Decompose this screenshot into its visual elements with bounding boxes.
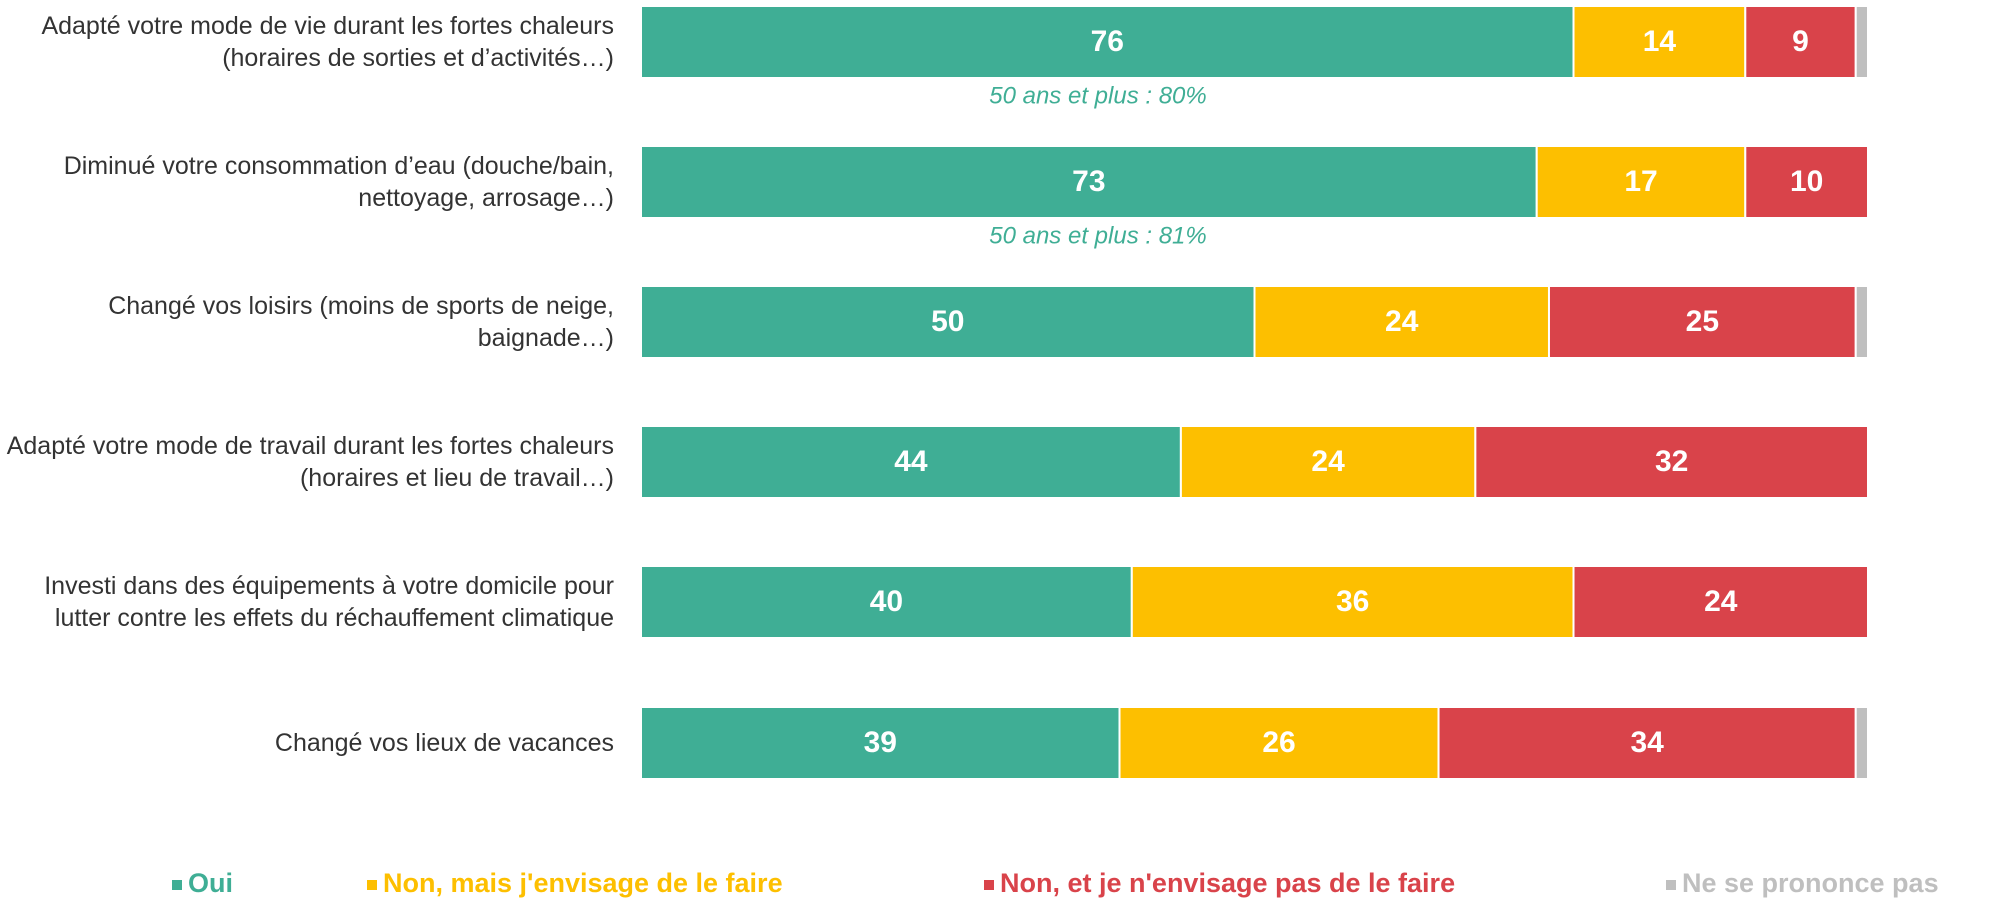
legend-swatch — [172, 880, 182, 890]
value-label: 39 — [864, 726, 897, 759]
value-label: 25 — [1686, 305, 1719, 338]
bar-segment — [1547, 285, 1857, 359]
annotation: 50 ans et plus : 81% — [989, 222, 1206, 249]
category-label: Changé vos lieux de vacances — [274, 729, 614, 757]
bar-segment — [640, 706, 1121, 780]
value-label: 40 — [870, 585, 903, 618]
value-label: 24 — [1311, 445, 1345, 478]
bar-segment — [640, 425, 1182, 499]
legend-label: Non, mais j'envisage de le faire — [383, 868, 783, 898]
category-label: Investi dans des équipements à votre dom… — [44, 572, 614, 632]
value-label: 36 — [1336, 585, 1369, 618]
bar-segment — [640, 145, 1538, 219]
value-label: 24 — [1704, 585, 1738, 618]
legend-swatch — [367, 880, 377, 890]
category-label: Changé vos loisirs (moins de sports de n… — [108, 292, 614, 352]
category-label: Diminué votre consommation d’eau (douche… — [63, 152, 614, 212]
value-label: 24 — [1385, 305, 1419, 338]
bar-segment — [1437, 706, 1857, 780]
legend-label: Non, et je n'envisage pas de le faire — [1000, 868, 1455, 898]
value-label: 10 — [1790, 165, 1823, 198]
bar-segment — [1572, 565, 1870, 639]
bar-segment — [1474, 425, 1869, 499]
bar-segment — [1179, 425, 1477, 499]
bar-segment — [1130, 565, 1575, 639]
bar-segment — [640, 565, 1133, 639]
category-label: Adapté votre mode de travail durant les … — [6, 432, 614, 492]
bar-segment — [640, 285, 1256, 359]
category-label: Adapté votre mode de vie durant les fort… — [41, 12, 614, 72]
bar-segment — [1854, 5, 1869, 79]
bar-segment — [1744, 145, 1870, 219]
bar-segment — [640, 5, 1575, 79]
bar-segment — [1535, 145, 1747, 219]
value-label: 14 — [1643, 25, 1677, 58]
bar-segment — [1253, 285, 1550, 359]
legend-label: Ne se prononce pas — [1682, 868, 1939, 898]
value-label: 34 — [1630, 726, 1664, 759]
bar-segment — [1572, 5, 1747, 79]
legend-swatch — [1666, 880, 1676, 890]
bar-segment — [1118, 706, 1440, 780]
value-label: 50 — [931, 305, 964, 338]
value-label: 9 — [1792, 25, 1809, 58]
legend-swatch — [984, 880, 994, 890]
bar-segment — [1854, 706, 1869, 780]
bar-segment — [1854, 285, 1869, 359]
value-label: 44 — [894, 445, 928, 478]
legend-label: Oui — [188, 868, 233, 898]
value-label: 26 — [1262, 726, 1295, 759]
value-label: 76 — [1091, 25, 1124, 58]
value-label: 17 — [1624, 165, 1657, 198]
value-label: 32 — [1655, 445, 1688, 478]
value-label: 73 — [1072, 165, 1105, 198]
annotation: 50 ans et plus : 80% — [989, 82, 1206, 109]
